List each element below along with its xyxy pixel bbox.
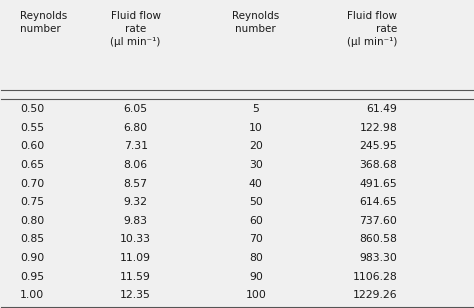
Text: Reynolds
number: Reynolds number [20, 10, 67, 34]
Text: 983.30: 983.30 [359, 253, 397, 263]
Text: 0.60: 0.60 [20, 141, 45, 152]
Text: 61.49: 61.49 [366, 104, 397, 114]
Text: 368.68: 368.68 [359, 160, 397, 170]
Text: 860.58: 860.58 [359, 234, 397, 245]
Text: 60: 60 [249, 216, 263, 226]
Text: 12.35: 12.35 [120, 290, 151, 300]
Text: 8.57: 8.57 [124, 179, 148, 188]
Text: 0.70: 0.70 [20, 179, 45, 188]
Text: 614.65: 614.65 [359, 197, 397, 207]
Text: 40: 40 [249, 179, 263, 188]
Text: 6.80: 6.80 [124, 123, 148, 133]
Text: 0.75: 0.75 [20, 197, 45, 207]
Text: 1229.26: 1229.26 [353, 290, 397, 300]
Text: 1106.28: 1106.28 [353, 272, 397, 282]
Text: 0.50: 0.50 [20, 104, 45, 114]
Text: 7.31: 7.31 [124, 141, 148, 152]
Text: 0.80: 0.80 [20, 216, 45, 226]
Text: 0.65: 0.65 [20, 160, 45, 170]
Text: 1.00: 1.00 [20, 290, 45, 300]
Text: 0.90: 0.90 [20, 253, 45, 263]
Text: 491.65: 491.65 [359, 179, 397, 188]
Text: 9.83: 9.83 [124, 216, 148, 226]
Text: 8.06: 8.06 [124, 160, 148, 170]
Text: 0.85: 0.85 [20, 234, 45, 245]
Text: 6.05: 6.05 [124, 104, 148, 114]
Text: 737.60: 737.60 [359, 216, 397, 226]
Text: 70: 70 [249, 234, 263, 245]
Text: 10.33: 10.33 [120, 234, 151, 245]
Text: 11.59: 11.59 [120, 272, 151, 282]
Text: 20: 20 [249, 141, 263, 152]
Text: 245.95: 245.95 [359, 141, 397, 152]
Text: 90: 90 [249, 272, 263, 282]
Text: 30: 30 [249, 160, 263, 170]
Text: 122.98: 122.98 [359, 123, 397, 133]
Text: 0.95: 0.95 [20, 272, 45, 282]
Text: 5: 5 [253, 104, 259, 114]
Text: 80: 80 [249, 253, 263, 263]
Text: 0.55: 0.55 [20, 123, 45, 133]
Text: 11.09: 11.09 [120, 253, 151, 263]
Text: 9.32: 9.32 [124, 197, 148, 207]
Text: Fluid flow
rate
(μl min⁻¹): Fluid flow rate (μl min⁻¹) [347, 10, 397, 47]
Text: 50: 50 [249, 197, 263, 207]
Text: 100: 100 [246, 290, 266, 300]
Text: Fluid flow
rate
(μl min⁻¹): Fluid flow rate (μl min⁻¹) [110, 10, 161, 47]
Text: Reynolds
number: Reynolds number [232, 10, 280, 34]
Text: 10: 10 [249, 123, 263, 133]
